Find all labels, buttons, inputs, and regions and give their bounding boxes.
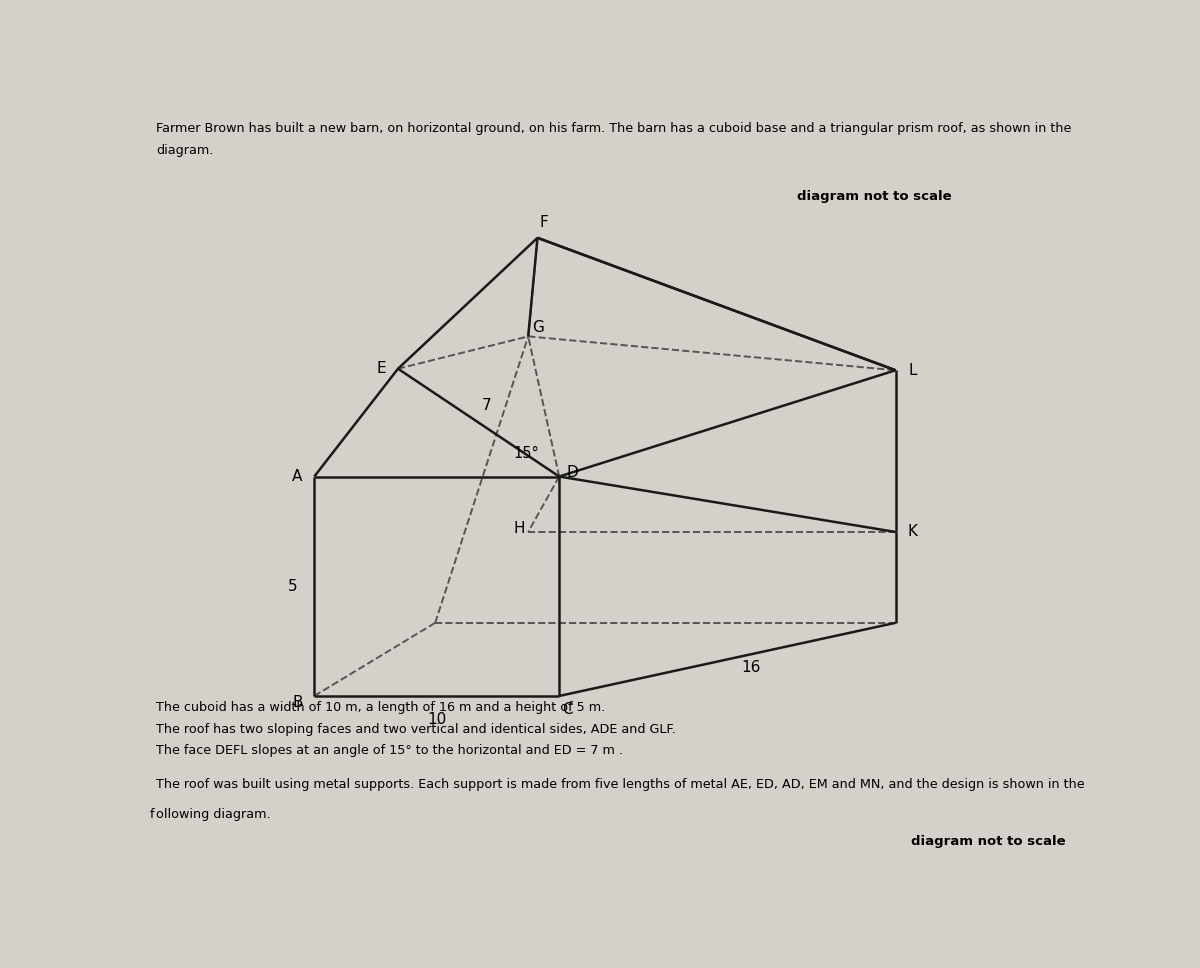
Text: The roof has two sloping faces and two vertical and identical sides, ADE and GLF: The roof has two sloping faces and two v… <box>156 723 676 736</box>
Text: 5: 5 <box>288 579 298 593</box>
Text: diagram not to scale: diagram not to scale <box>797 190 952 203</box>
Text: G: G <box>533 319 545 335</box>
Text: f: f <box>150 807 155 821</box>
Text: D: D <box>566 466 578 480</box>
Text: 7: 7 <box>481 398 491 413</box>
Text: H: H <box>514 521 526 535</box>
Text: C: C <box>563 703 574 717</box>
Text: B: B <box>292 695 302 710</box>
Text: F: F <box>540 215 548 230</box>
Text: diagram.: diagram. <box>156 144 214 157</box>
Text: ollowing diagram.: ollowing diagram. <box>156 807 271 821</box>
Text: The face DEFL slopes at an angle of 15° to the horizontal and ED = 7 m .: The face DEFL slopes at an angle of 15° … <box>156 744 623 758</box>
Text: diagram not to scale: diagram not to scale <box>911 834 1066 848</box>
Text: The cuboid has a width of 10 m, a length of 16 m and a height of 5 m.: The cuboid has a width of 10 m, a length… <box>156 702 606 714</box>
Text: 16: 16 <box>740 659 761 675</box>
Text: E: E <box>376 361 385 377</box>
Text: A: A <box>292 469 302 484</box>
Text: L: L <box>908 363 917 378</box>
Text: 15°: 15° <box>514 446 540 461</box>
Text: The roof was built using metal supports. Each support is made from five lengths : The roof was built using metal supports.… <box>156 778 1085 792</box>
Text: Farmer Brown has built a new barn, on horizontal ground, on his farm. The barn h: Farmer Brown has built a new barn, on ho… <box>156 122 1072 136</box>
Text: 10: 10 <box>427 711 446 727</box>
Text: K: K <box>907 525 918 539</box>
